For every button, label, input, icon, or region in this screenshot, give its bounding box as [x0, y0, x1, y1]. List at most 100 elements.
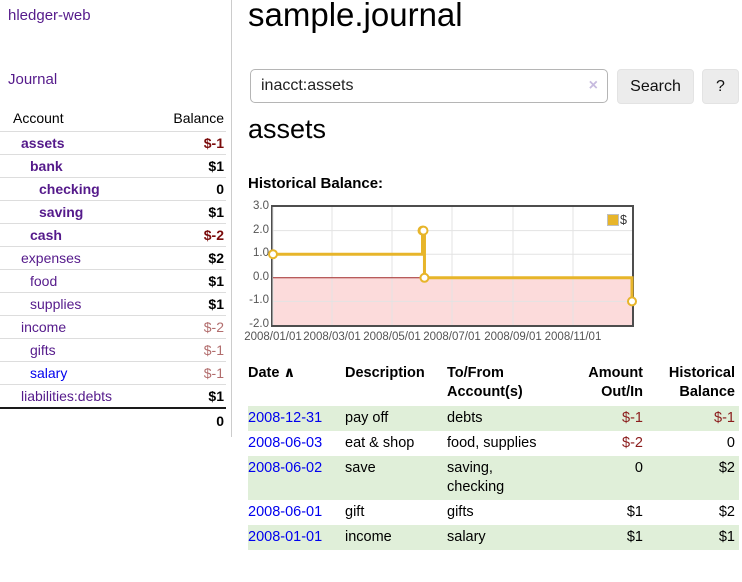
y-axis-tick-label: 2.0: [253, 223, 269, 236]
search-input[interactable]: [250, 69, 608, 103]
account-row: bank $1: [0, 154, 226, 178]
account-link-bank[interactable]: bank: [30, 158, 63, 174]
accounts-total-row: 0: [0, 408, 226, 433]
clear-search-icon[interactable]: ×: [588, 77, 598, 94]
x-axis-tick-label: 2008/07/01: [423, 331, 481, 343]
accounts-table: Account Balance assets $-1 bank $1 check…: [0, 105, 226, 433]
search-bar: × Search ?: [248, 68, 742, 104]
account-balance: $-1: [203, 365, 224, 381]
register-row: 2008-12-31 pay off debts $-1 $-1: [248, 406, 739, 431]
accounts-total-value: 0: [216, 413, 224, 429]
transaction-date-link[interactable]: 2008-01-01: [248, 529, 323, 545]
account-row: food $1: [0, 269, 226, 293]
account-balance: $1: [208, 296, 224, 312]
account-link-checking[interactable]: checking: [39, 181, 100, 197]
register-header-date[interactable]: Date ∧: [248, 365, 296, 381]
transaction-balance: $2: [718, 504, 735, 520]
account-link-supplies[interactable]: supplies: [30, 296, 82, 312]
transaction-date-link[interactable]: 2008-06-03: [248, 435, 323, 451]
account-balance: 0: [216, 181, 224, 197]
transaction-accounts: gifts: [447, 504, 474, 520]
account-balance: $1: [208, 273, 224, 289]
account-balance: $-2: [203, 319, 224, 335]
transaction-balance: $-1: [714, 410, 735, 426]
transaction-accounts: saving, checking: [447, 460, 505, 495]
register-header-accounts: To/From Account(s): [447, 365, 523, 400]
account-link-saving[interactable]: saving: [39, 204, 84, 220]
account-row: salary $-1: [0, 361, 226, 385]
account-link-salary[interactable]: salary: [30, 365, 68, 381]
account-balance: $-1: [203, 135, 224, 151]
sidebar: hledger-web Journal Account Balance asse…: [0, 0, 232, 437]
transaction-description: save: [345, 460, 376, 476]
x-axis-tick-label: 2008/09/01: [484, 331, 542, 343]
y-axis-tick-label: -2.0: [249, 318, 269, 330]
account-row: supplies $1: [0, 292, 226, 316]
account-balance: $1: [208, 388, 224, 404]
account-row: income $-2: [0, 315, 226, 339]
account-row: assets $-1: [0, 131, 226, 155]
register-header-row: Date ∧ Description To/From Account(s) Am…: [248, 362, 739, 406]
transaction-description: eat & shop: [345, 435, 415, 451]
x-axis-tick-label: 2008/03/01: [303, 331, 361, 343]
transaction-accounts: food, supplies: [447, 435, 537, 451]
accounts-header-balance: Balance: [173, 110, 224, 126]
transaction-amount: 0: [634, 460, 643, 476]
account-balance: $-2: [203, 227, 224, 243]
accounts-header-account: Account: [13, 110, 64, 126]
transaction-amount: $1: [626, 529, 643, 545]
x-axis: 2008/01/01 2008/03/01 2008/05/01 2008/07/01…: [244, 331, 632, 347]
historical-balance-chart: 3.0 2.0 1.0 0.0 -1.0 -2.0 $ 2008/01/01 2008/03…: [243, 200, 643, 355]
transaction-balance: $1: [718, 529, 735, 545]
account-row: liabilities:debts $1: [0, 384, 226, 409]
account-balance: $1: [208, 158, 224, 174]
plot-area: $: [268, 205, 637, 327]
transaction-amount: $-2: [622, 435, 643, 451]
account-link-expenses[interactable]: expenses: [21, 250, 81, 266]
y-axis-tick-label: 0.0: [253, 270, 269, 283]
register-row: 2008-06-02 save saving, checking 0 $2: [248, 456, 739, 500]
y-axis-tick-label: 1.0: [253, 247, 269, 260]
register-header-balance: Historical Balance: [668, 365, 735, 400]
transaction-balance: $2: [718, 460, 735, 476]
help-button[interactable]: ?: [702, 69, 739, 104]
chart-legend: $: [607, 213, 627, 227]
account-link-gifts[interactable]: gifts: [30, 342, 56, 358]
account-link-cash[interactable]: cash: [30, 227, 62, 243]
account-balance: $-1: [203, 342, 224, 358]
page-title: sample.journal: [248, 0, 463, 33]
account-balance: $1: [208, 204, 224, 220]
account-heading: assets: [248, 114, 327, 144]
search-button[interactable]: Search: [617, 69, 694, 104]
x-axis-tick-label: 2008/05/01: [363, 331, 421, 343]
app-title-link[interactable]: hledger-web: [8, 7, 91, 24]
register-row: 2008-06-03 eat & shop food, supplies $-2…: [248, 431, 739, 456]
register-row: 2008-01-01 income salary $1 $1: [248, 525, 739, 550]
register-table: Date ∧ Description To/From Account(s) Am…: [248, 362, 739, 550]
transaction-date-link[interactable]: 2008-06-02: [248, 460, 323, 476]
register-row: 2008-06-01 gift gifts $1 $2: [248, 500, 739, 525]
transaction-date-link[interactable]: 2008-12-31: [248, 410, 323, 426]
transaction-accounts: salary: [447, 529, 486, 545]
transaction-description: gift: [345, 504, 365, 520]
account-link-income[interactable]: income: [21, 319, 67, 335]
transaction-accounts: debts: [447, 410, 483, 426]
sidebar-item-journal[interactable]: Journal: [8, 71, 58, 88]
x-axis-tick-label: 2008/11/01: [544, 331, 602, 343]
transaction-date-link[interactable]: 2008-06-01: [248, 504, 323, 520]
register-header-amount: Amount Out/In: [588, 365, 643, 400]
transaction-amount: $-1: [622, 410, 643, 426]
main-content: sample.journal × Search ? assets Histori…: [244, 0, 742, 582]
transaction-description: income: [345, 529, 392, 545]
account-link-food[interactable]: food: [30, 273, 58, 289]
account-balance: $2: [208, 250, 224, 266]
account-link-assets[interactable]: assets: [21, 135, 65, 151]
account-row: saving $1: [0, 200, 226, 224]
account-link-liabilities-debts[interactable]: liabilities:debts: [21, 388, 113, 404]
accounts-header-row: Account Balance: [0, 105, 226, 132]
chart-title: Historical Balance:: [248, 175, 384, 192]
register-header-description: Description: [345, 365, 425, 381]
account-row: expenses $2: [0, 246, 226, 270]
y-axis-tick-label: -1.0: [249, 294, 269, 307]
legend-label: $: [620, 213, 627, 227]
